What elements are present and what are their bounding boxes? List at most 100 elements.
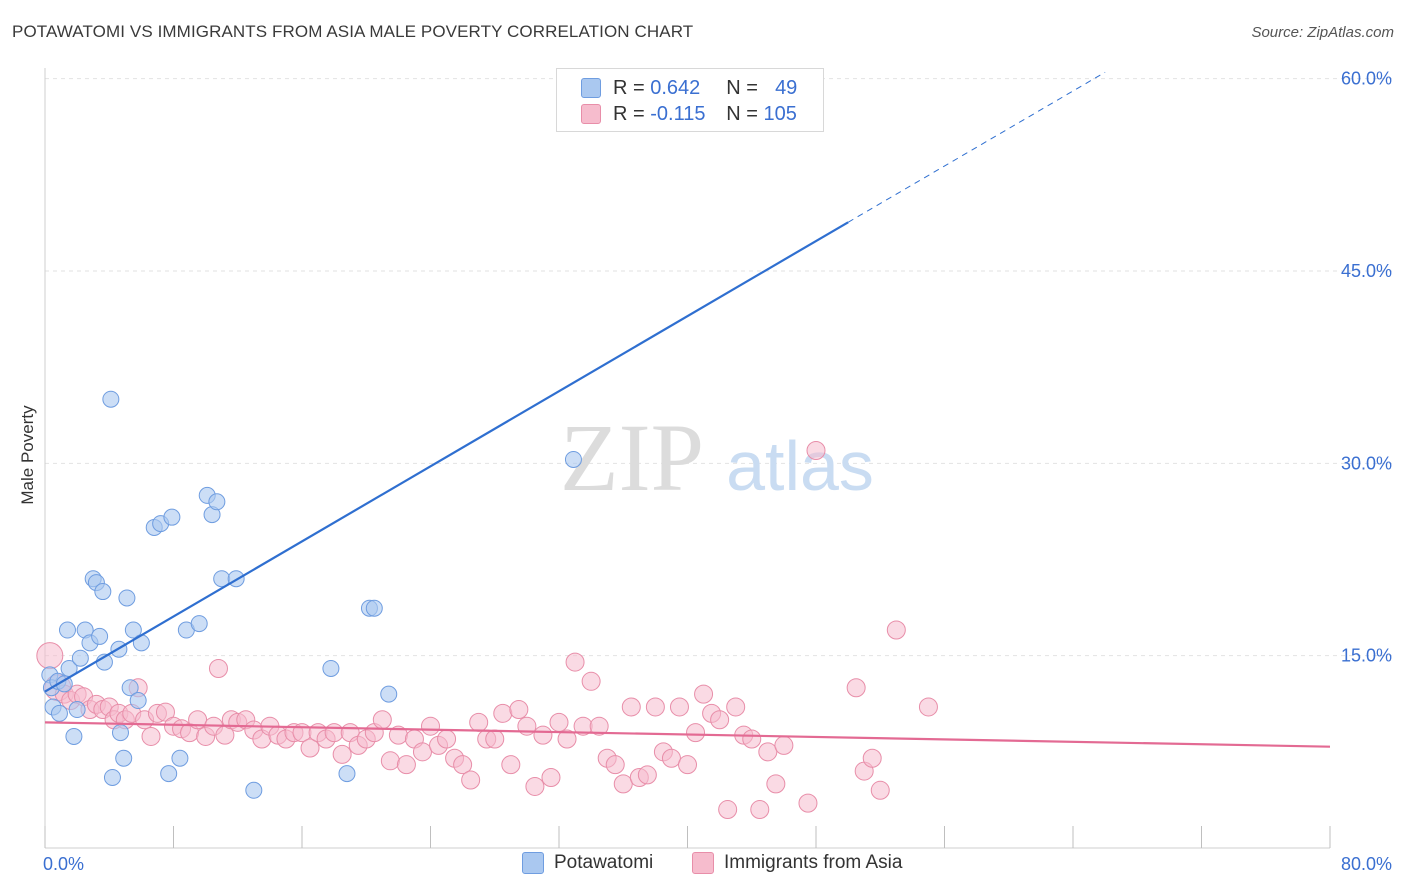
data-point-immigrants-from-asia <box>862 748 882 768</box>
data-point-immigrants-from-asia <box>412 742 432 762</box>
data-point-immigrants-from-asia <box>613 774 633 794</box>
data-point-potawatomi <box>50 704 68 722</box>
data-point-potawatomi <box>380 685 398 703</box>
data-point-immigrants-from-asia <box>380 751 400 771</box>
data-point-immigrants-from-asia <box>437 729 457 749</box>
data-point-potawatomi <box>245 781 263 799</box>
data-point-immigrants-from-asia <box>469 712 489 732</box>
grid-lines <box>45 78 1392 657</box>
data-point-potawatomi <box>160 765 178 783</box>
trend-lines <box>44 71 1331 748</box>
data-point-immigrants-from-asia <box>581 671 601 691</box>
data-point-immigrants-from-asia <box>621 697 641 717</box>
watermark: ZIP atlas <box>560 404 874 511</box>
potawatomi-points <box>41 76 648 799</box>
y-tick-label: 30.0% <box>1341 453 1392 473</box>
watermark-zip: ZIP <box>560 404 704 511</box>
data-point-immigrants-from-asia <box>774 735 794 755</box>
legend-swatch-pink <box>692 852 714 874</box>
data-point-immigrants-from-asia <box>870 780 890 800</box>
data-point-potawatomi <box>68 701 86 719</box>
data-point-potawatomi <box>58 621 76 639</box>
data-point-immigrants-from-asia <box>758 742 778 762</box>
data-point-immigrants-from-asia <box>686 723 706 743</box>
data-point-immigrants-from-asia <box>332 744 352 764</box>
data-point-immigrants-from-asia <box>324 723 344 743</box>
data-point-immigrants-from-asia <box>750 800 770 820</box>
legend-n-value: 49 <box>775 76 798 99</box>
data-point-immigrants-from-asia <box>846 678 866 698</box>
data-point-potawatomi <box>208 493 226 511</box>
data-point-immigrants-from-asia <box>461 770 481 790</box>
data-point-immigrants-from-asia <box>589 716 609 736</box>
data-point-potawatomi <box>163 508 181 526</box>
data-point-potawatomi <box>365 599 383 617</box>
data-point-immigrants-from-asia <box>36 642 64 670</box>
data-point-immigrants-from-asia <box>886 620 906 640</box>
data-point-potawatomi <box>91 627 109 645</box>
data-point-potawatomi <box>190 615 208 633</box>
x-tick-label: 0.0% <box>43 854 84 874</box>
data-point-immigrants-from-asia <box>549 712 569 732</box>
data-point-potawatomi <box>111 724 129 742</box>
chart-title: POTAWATOMI VS IMMIGRANTS FROM ASIA MALE … <box>12 22 694 41</box>
source-label: Source: ZipAtlas.com <box>1251 24 1394 41</box>
legend-item-potawatomi[interactable]: Potawatomi <box>522 852 653 874</box>
data-point-potawatomi <box>129 692 147 710</box>
trend-line-potawatomi-extension <box>847 71 1106 223</box>
data-point-immigrants-from-asia <box>637 765 657 785</box>
data-point-immigrants-from-asia <box>645 697 665 717</box>
legend-swatch-blue <box>522 852 544 874</box>
data-point-immigrants-from-asia <box>661 748 681 768</box>
data-point-immigrants-from-asia <box>678 755 697 775</box>
legend-r-value: 0.642 <box>650 76 701 99</box>
data-point-potawatomi <box>118 589 136 607</box>
data-point-immigrants-from-asia <box>525 776 545 796</box>
data-point-immigrants-from-asia <box>918 697 938 717</box>
data-point-immigrants-from-asia <box>557 729 577 749</box>
legend-n-label: N = <box>726 76 758 99</box>
data-point-immigrants-from-asia <box>565 652 585 672</box>
data-point-immigrants-from-asia <box>485 729 505 749</box>
data-point-potawatomi <box>124 621 142 639</box>
data-point-immigrants-from-asia <box>694 684 714 704</box>
data-point-potawatomi <box>65 727 83 745</box>
data-point-potawatomi <box>103 768 121 786</box>
legend-r-label: R = <box>613 102 645 125</box>
tick-labels: 15.0% 30.0% 45.0% 60.0% 0.0% 80.0% <box>43 69 1392 874</box>
data-point-potawatomi <box>102 390 120 408</box>
data-point-immigrants-from-asia <box>453 755 473 775</box>
data-point-potawatomi <box>94 583 112 601</box>
data-point-potawatomi <box>71 649 89 667</box>
data-point-immigrants-from-asia <box>421 716 440 736</box>
legend-n-label: N = <box>726 102 758 125</box>
legend-label: Immigrants from Asia <box>724 852 903 873</box>
data-point-immigrants-from-asia <box>509 700 529 720</box>
legend-swatch-pink <box>581 104 601 124</box>
data-point-immigrants-from-asia <box>742 729 762 749</box>
correlation-legend: R = 0.642 N = 49 R = -0.115 N = 105 <box>556 68 824 132</box>
data-point-immigrants-from-asia <box>300 738 320 758</box>
y-tick-label: 15.0% <box>1341 646 1392 666</box>
data-point-potawatomi <box>564 450 582 468</box>
data-point-immigrants-from-asia <box>726 697 746 717</box>
data-point-potawatomi <box>338 765 356 783</box>
watermark-atlas: atlas <box>726 427 874 505</box>
legend-label: Potawatomi <box>554 852 654 873</box>
legend-swatch-blue <box>581 78 601 98</box>
legend-item-immigrants-from-asia[interactable]: Immigrants from Asia <box>692 852 902 874</box>
data-point-immigrants-from-asia <box>541 767 561 787</box>
trend-line-immigrants-from-asia <box>44 721 1331 748</box>
legend-r-value: -0.115 <box>650 102 706 125</box>
data-point-immigrants-from-asia <box>605 755 625 775</box>
data-point-potawatomi <box>322 659 340 677</box>
data-point-immigrants-from-asia <box>493 703 513 723</box>
data-point-potawatomi <box>171 749 189 767</box>
data-point-immigrants-from-asia <box>141 726 161 746</box>
legend-row-immigrants: R = -0.115 N = 105 <box>581 102 797 126</box>
data-point-potawatomi <box>121 679 139 697</box>
data-point-immigrants-from-asia <box>208 658 228 678</box>
data-point-immigrants-from-asia <box>396 755 416 775</box>
data-point-potawatomi <box>132 634 150 652</box>
